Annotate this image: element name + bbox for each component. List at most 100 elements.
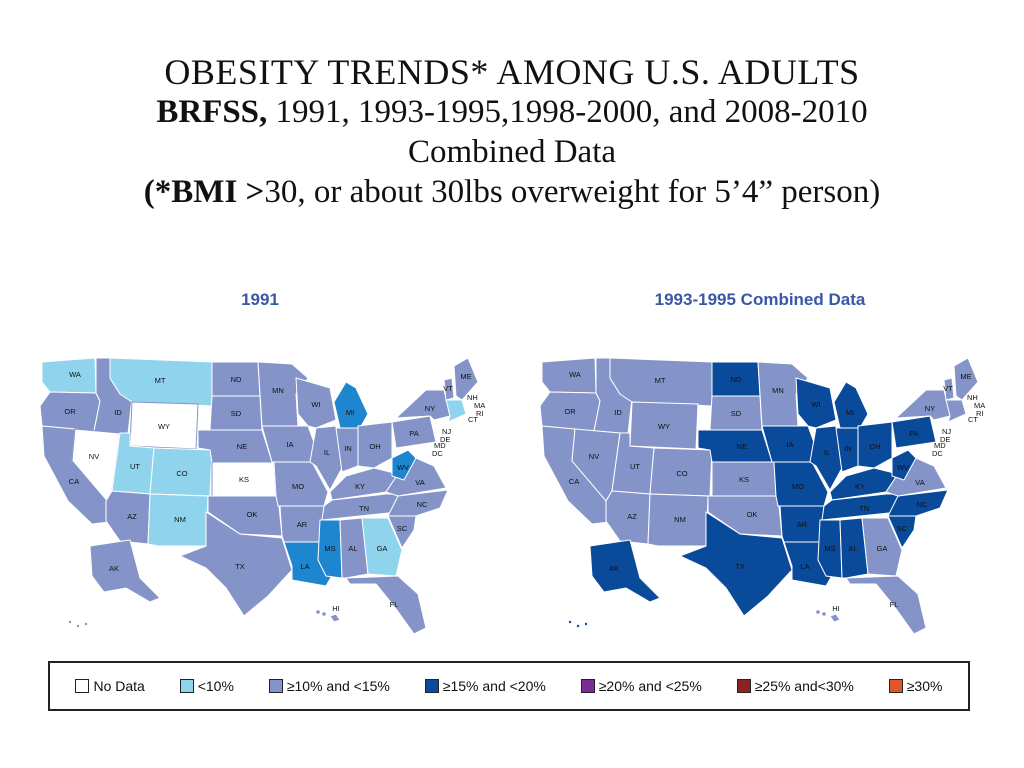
state-label-dc: DC <box>432 449 443 458</box>
legend: No Data <10% ≥10% and <15% ≥15% and <20% ≥20… <box>48 661 970 711</box>
map-title-1993-1995: 1993-1995 Combined Data <box>654 290 866 309</box>
state-nc <box>387 489 449 517</box>
legend-swatch-1 <box>179 679 194 693</box>
state-label-wa: WA <box>69 370 81 379</box>
state-label-al: AL <box>348 544 357 553</box>
legend-item-1: <10% <box>179 678 234 694</box>
state-mi <box>333 381 369 429</box>
map-1991: 1991 WA OR CA ID NV MT WY UT CO AZ NM ND SD NE KS OK TX M… <box>30 290 500 641</box>
state-label-la: LA <box>800 562 809 571</box>
state-oh <box>357 421 393 469</box>
state-al <box>839 517 869 579</box>
state-label-id: ID <box>614 408 622 417</box>
state-ms <box>317 519 343 579</box>
legend-swatch-5 <box>736 679 751 693</box>
state-label-az: AZ <box>627 512 637 521</box>
state-al <box>339 517 369 579</box>
state-label-in: IN <box>344 444 352 453</box>
title-line-2-bold: BRFSS, <box>156 94 268 130</box>
state-label-sd: SD <box>231 409 242 418</box>
state-me <box>953 357 979 401</box>
legend-label-2: ≥10% and <15% <box>286 678 390 694</box>
state-ok <box>207 495 283 537</box>
state-label-ks: KS <box>739 475 749 484</box>
legend-label-3: ≥15% and <20% <box>442 678 546 694</box>
legend-swatch-2 <box>268 679 283 693</box>
state-label-nm: NM <box>674 515 686 524</box>
state-label-ny: NY <box>925 404 935 413</box>
state-label-id: ID <box>114 408 122 417</box>
legend-swatch-6 <box>888 679 903 693</box>
state-label-tn: TN <box>359 504 369 513</box>
state-label-ks: KS <box>239 475 249 484</box>
state-fl <box>345 575 427 635</box>
state-label-nv: NV <box>589 452 599 461</box>
state-label-or: OR <box>564 407 576 416</box>
us-map-1993-1995: WA OR CA ID NV MT WY UT CO AZ NM ND SD NE KS OK TX MN IA MO… <box>539 357 985 635</box>
state-label-mn: MN <box>772 386 784 395</box>
state-label-wv: WV <box>397 463 409 472</box>
state-label-nj: NJ <box>942 427 951 436</box>
state-label-ct: CT <box>968 415 978 424</box>
hawaii-island-0 <box>316 610 320 614</box>
aleutian-island-1 <box>576 624 580 628</box>
legend-label-5: ≥25% and<30% <box>754 678 854 694</box>
state-label-co: CO <box>676 469 687 478</box>
state-label-ok: OK <box>247 510 258 519</box>
state-label-ia: IA <box>786 440 793 449</box>
state-il <box>809 425 843 492</box>
state-label-ca: CA <box>69 477 79 486</box>
title-line-4: (*BMI >30, or about 30lbs overweight for… <box>0 172 1024 212</box>
state-label-co: CO <box>176 469 187 478</box>
state-label-ak: AK <box>609 564 619 573</box>
state-label-il: IL <box>324 448 330 457</box>
state-tx <box>678 511 793 617</box>
state-label-al: AL <box>848 544 857 553</box>
state-label-md: MD <box>934 441 946 450</box>
legend-swatch-0 <box>75 679 90 693</box>
state-label-ut: UT <box>130 462 140 471</box>
state-nm <box>147 493 209 547</box>
legend-item-5: ≥25% and<30% <box>736 678 854 694</box>
title-line-4-bold: (*BMI > <box>143 174 265 210</box>
state-label-nv: NV <box>89 452 99 461</box>
state-ak <box>89 539 161 603</box>
legend-label-6: ≥30% <box>906 678 943 694</box>
state-label-nd: ND <box>731 375 742 384</box>
state-label-mt: MT <box>155 376 166 385</box>
state-label-ky: KY <box>355 482 365 491</box>
state-label-tx: TX <box>235 562 245 571</box>
state-label-ma: MA <box>474 401 485 410</box>
state-label-wi: WI <box>811 400 820 409</box>
state-label-nh: NH <box>467 393 478 402</box>
state-wv <box>391 449 417 481</box>
hawaii-island-1 <box>822 612 826 616</box>
state-ak <box>589 539 661 603</box>
legend-swatch-4 <box>580 679 595 693</box>
title-line-4-rest: 30, or about 30lbs overweight for 5’4” p… <box>264 174 881 210</box>
state-label-wy: WY <box>658 422 670 431</box>
aleutian-island-1 <box>76 624 80 628</box>
state-label-fl: FL <box>890 600 899 609</box>
map-title-1991: 1991 <box>241 290 279 309</box>
state-oh <box>857 421 893 469</box>
title-line-3: Combined Data <box>407 134 617 170</box>
state-vt <box>943 377 955 401</box>
legend-item-3: ≥15% and <20% <box>424 678 546 694</box>
state-label-ar: AR <box>797 520 808 529</box>
state-ne-reg <box>945 399 967 423</box>
state-label-de: DE <box>440 435 450 444</box>
state-label-nd: ND <box>231 375 242 384</box>
state-label-hi: HI <box>332 604 340 613</box>
state-label-wv: WV <box>897 463 909 472</box>
state-vt <box>443 377 455 401</box>
state-ga <box>861 517 903 577</box>
state-label-ky: KY <box>855 482 865 491</box>
state-label-oh: OH <box>869 442 880 451</box>
state-label-nc: NC <box>917 500 928 509</box>
state-label-me: ME <box>960 372 971 381</box>
legend-item-6: ≥30% <box>888 678 943 694</box>
state-fl <box>845 575 927 635</box>
state-label-in: IN <box>844 444 852 453</box>
state-label-il: IL <box>824 448 830 457</box>
